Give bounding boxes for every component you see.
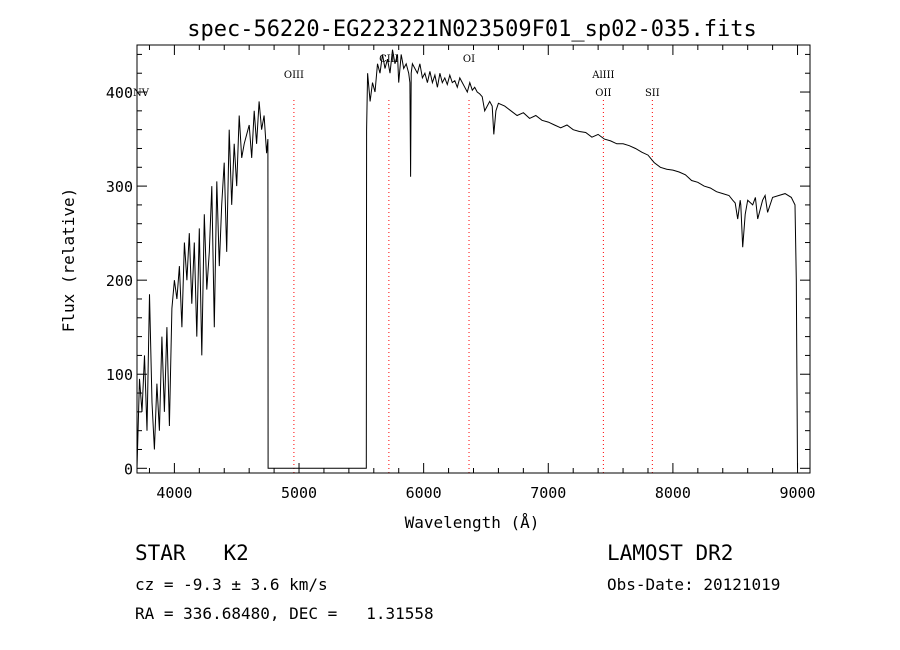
x-tick-label: 6000 [406,484,442,502]
line-label-oiii: OIII [284,70,304,81]
survey-name: LAMOST DR2 [607,541,734,565]
tick-labels: 4000 5000 6000 7000 8000 9000 0 100 200 300 400 [106,84,816,502]
object-type: STAR K2 [135,541,249,565]
x-tick-label: 5000 [281,484,317,502]
line-label-oii: OII [595,88,611,99]
emission-line-labels: NV OIII CIII OI AlIII OII SII [133,54,660,99]
y-tick-label: 0 [124,460,133,478]
emission-line-markers [293,100,653,473]
observation-date: Obs-Date: 20121019 [607,575,781,594]
line-label-ciii: CIII [379,54,399,65]
plot-frame [136,44,811,474]
y-tick-label: 400 [106,84,133,102]
chart-title: spec-56220-EG223221N023509F01_sp02-035.f… [187,17,757,42]
line-label-oi: OI [463,54,475,65]
line-label-aliii: AlIII [591,70,614,81]
y-tick-label: 100 [106,366,133,384]
spectrum-series [136,49,798,469]
coordinates-line: RA = 336.68480, DEC = 1.31558 [135,604,434,623]
redshift-line: cz = -9.3 ± 3.6 km/s [135,575,328,594]
spectrum-line [136,49,798,469]
line-label-nv: NV [133,88,150,99]
y-axis-label: Flux (relative) [59,188,78,333]
x-tick-label: 9000 [779,484,815,502]
y-tick-label: 200 [106,272,133,290]
x-axis-label: Wavelength (Å) [405,513,540,532]
y-tick-label: 300 [106,178,133,196]
axes [136,44,811,474]
x-tick-label: 4000 [156,484,192,502]
x-tick-label: 8000 [655,484,691,502]
line-label-sii: SII [645,88,660,99]
x-tick-label: 7000 [530,484,566,502]
